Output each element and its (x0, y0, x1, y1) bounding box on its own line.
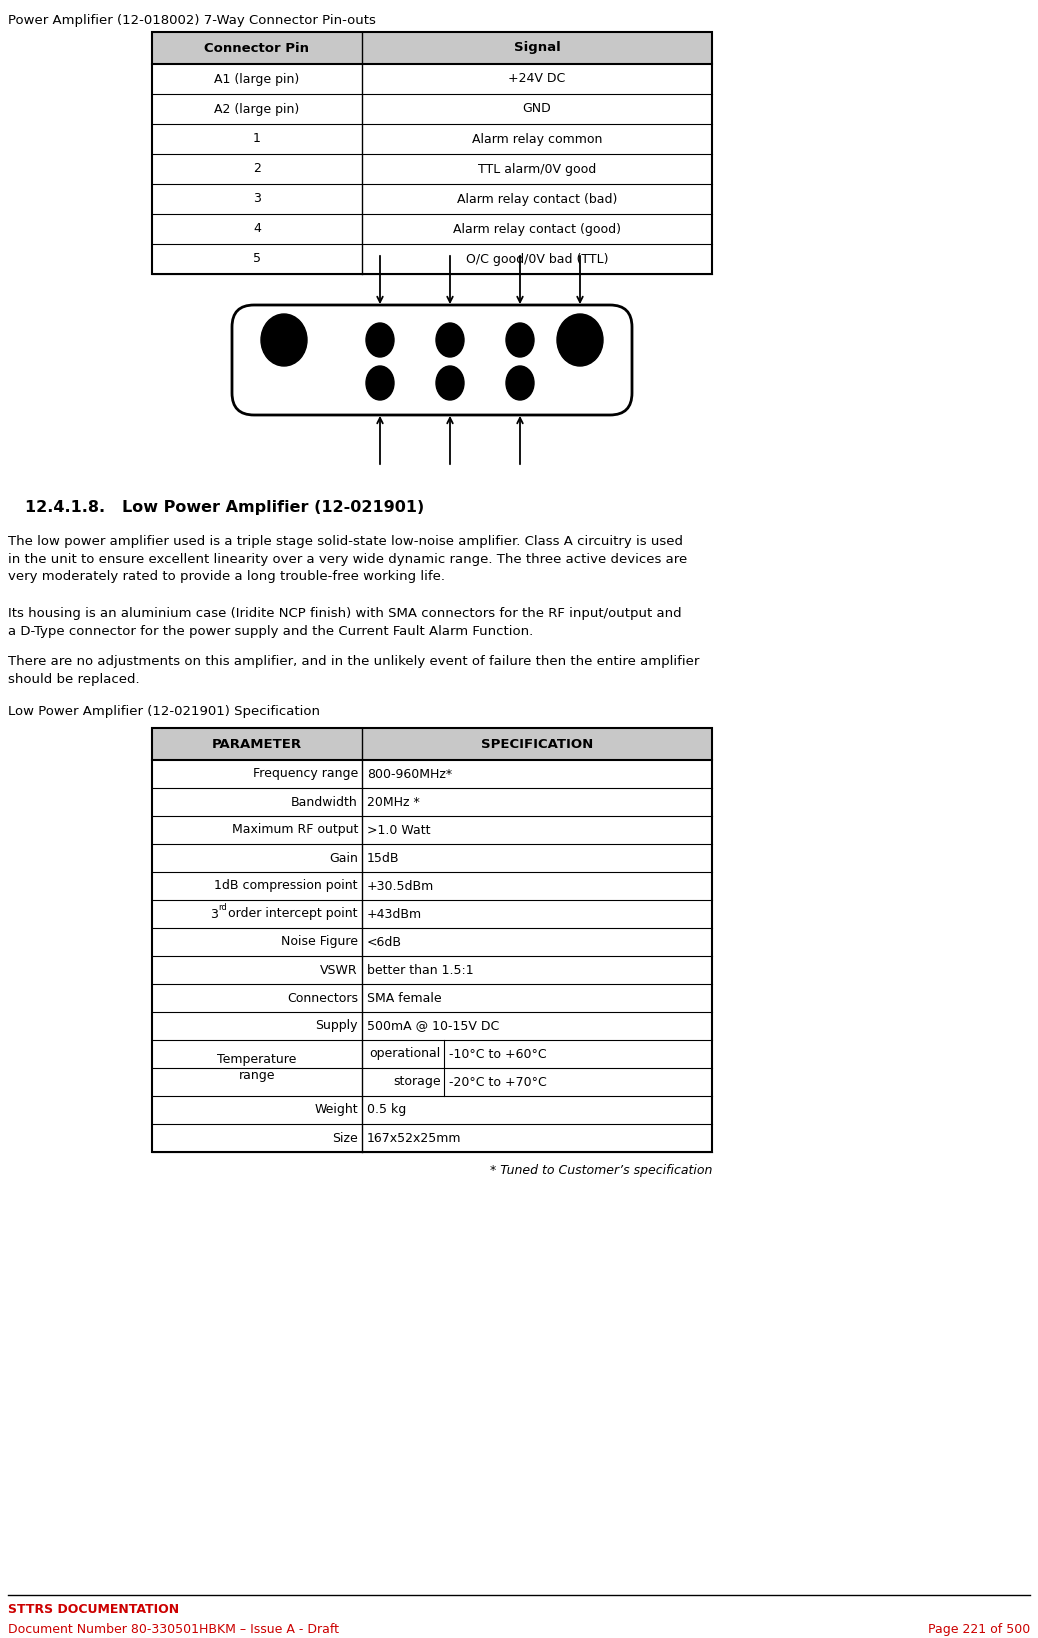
Ellipse shape (436, 365, 464, 400)
Ellipse shape (366, 365, 394, 400)
Bar (152, 215, 712, 244)
Text: +30.5dBm: +30.5dBm (367, 880, 434, 893)
Text: There are no adjustments on this amplifier, and in the unlikely event of failure: There are no adjustments on this amplifi… (8, 655, 700, 685)
Ellipse shape (261, 314, 307, 365)
Text: Page 221 of 500: Page 221 of 500 (928, 1623, 1030, 1636)
Ellipse shape (506, 323, 534, 357)
Text: Maximum RF output: Maximum RF output (231, 824, 358, 837)
Text: Size: Size (332, 1132, 358, 1145)
Text: operational: operational (370, 1047, 441, 1060)
Text: -10°C to +60°C: -10°C to +60°C (449, 1047, 547, 1060)
Text: +24V DC: +24V DC (509, 72, 566, 85)
Text: SMA female: SMA female (367, 991, 441, 1004)
Text: rd: rd (218, 904, 226, 912)
Bar (152, 844, 712, 871)
Text: * Tuned to Customer’s specification: * Tuned to Customer’s specification (490, 1165, 712, 1178)
Text: 500mA @ 10-15V DC: 500mA @ 10-15V DC (367, 1019, 499, 1032)
Bar (152, 871, 712, 899)
Text: Document Number 80-330501HBKM – Issue A - Draft: Document Number 80-330501HBKM – Issue A … (8, 1623, 339, 1636)
Bar (152, 899, 712, 929)
Bar (152, 93, 712, 124)
Text: 2: 2 (253, 162, 261, 175)
Text: Its housing is an aluminium case (Iridite NCP finish) with SMA connectors for th: Its housing is an aluminium case (Iridit… (8, 608, 682, 637)
Text: 1dB compression point: 1dB compression point (215, 880, 358, 893)
Bar (152, 33, 712, 64)
Text: storage: storage (393, 1076, 441, 1089)
Bar (152, 1068, 712, 1096)
Text: Temperature
range: Temperature range (217, 1053, 297, 1083)
Bar (152, 727, 712, 1152)
Text: Low Power Amplifier (12-021901) Specification: Low Power Amplifier (12-021901) Specific… (8, 704, 320, 717)
Text: The low power amplifier used is a triple stage solid-state low-noise amplifier. : The low power amplifier used is a triple… (8, 536, 687, 583)
Text: better than 1.5:1: better than 1.5:1 (367, 963, 473, 976)
Text: Supply: Supply (316, 1019, 358, 1032)
Text: 800-960MHz*: 800-960MHz* (367, 768, 453, 780)
Bar (152, 957, 712, 984)
Text: 20MHz *: 20MHz * (367, 796, 419, 809)
Bar (152, 1040, 712, 1068)
Bar (152, 788, 712, 816)
Bar (152, 183, 712, 215)
Text: SPECIFICATION: SPECIFICATION (481, 737, 593, 750)
Bar (152, 33, 712, 274)
Text: 1: 1 (253, 133, 261, 146)
Text: Signal: Signal (514, 41, 561, 54)
Text: Alarm relay contact (bad): Alarm relay contact (bad) (457, 193, 618, 205)
Text: Connector Pin: Connector Pin (204, 41, 309, 54)
FancyBboxPatch shape (233, 305, 632, 414)
Text: Alarm relay contact (good): Alarm relay contact (good) (453, 223, 621, 236)
Text: VSWR: VSWR (321, 963, 358, 976)
Text: +43dBm: +43dBm (367, 907, 422, 921)
Text: GND: GND (522, 103, 551, 116)
Bar (152, 760, 712, 788)
Text: 0.5 kg: 0.5 kg (367, 1104, 406, 1117)
Bar (152, 244, 712, 274)
Text: Noise Figure: Noise Figure (281, 935, 358, 948)
Text: 3: 3 (253, 193, 261, 205)
Text: Connectors: Connectors (286, 991, 358, 1004)
Bar (152, 1096, 712, 1124)
Bar (152, 64, 712, 93)
Text: Power Amplifier (12-018002) 7-Way Connector Pin-outs: Power Amplifier (12-018002) 7-Way Connec… (8, 15, 376, 26)
Text: PARAMETER: PARAMETER (212, 737, 302, 750)
Text: 12.4.1.8.   Low Power Amplifier (12-021901): 12.4.1.8. Low Power Amplifier (12-021901… (25, 500, 425, 514)
Bar (152, 727, 712, 760)
Text: A1 (large pin): A1 (large pin) (215, 72, 300, 85)
Bar (152, 154, 712, 183)
Text: STTRS DOCUMENTATION: STTRS DOCUMENTATION (8, 1604, 180, 1617)
Text: >1.0 Watt: >1.0 Watt (367, 824, 431, 837)
Text: <6dB: <6dB (367, 935, 402, 948)
Text: Gain: Gain (329, 852, 358, 865)
Text: A2 (large pin): A2 (large pin) (215, 103, 300, 116)
Bar (152, 1124, 712, 1152)
Ellipse shape (436, 323, 464, 357)
Ellipse shape (506, 365, 534, 400)
Bar (152, 124, 712, 154)
Bar (152, 816, 712, 844)
Text: 167x52x25mm: 167x52x25mm (367, 1132, 462, 1145)
Text: 3: 3 (210, 907, 218, 921)
Text: order intercept point: order intercept point (224, 907, 358, 921)
Ellipse shape (557, 314, 603, 365)
Text: Alarm relay common: Alarm relay common (472, 133, 602, 146)
Text: O/C good/0V bad (TTL): O/C good/0V bad (TTL) (466, 252, 608, 265)
Ellipse shape (366, 323, 394, 357)
Text: 4: 4 (253, 223, 261, 236)
Text: Bandwidth: Bandwidth (292, 796, 358, 809)
Text: -20°C to +70°C: -20°C to +70°C (449, 1076, 547, 1089)
Text: Weight: Weight (315, 1104, 358, 1117)
Bar (152, 1012, 712, 1040)
Text: 15dB: 15dB (367, 852, 400, 865)
Text: 5: 5 (253, 252, 261, 265)
Text: Frequency range: Frequency range (252, 768, 358, 780)
Bar (152, 984, 712, 1012)
Text: TTL alarm/0V good: TTL alarm/0V good (477, 162, 596, 175)
Bar (152, 929, 712, 957)
